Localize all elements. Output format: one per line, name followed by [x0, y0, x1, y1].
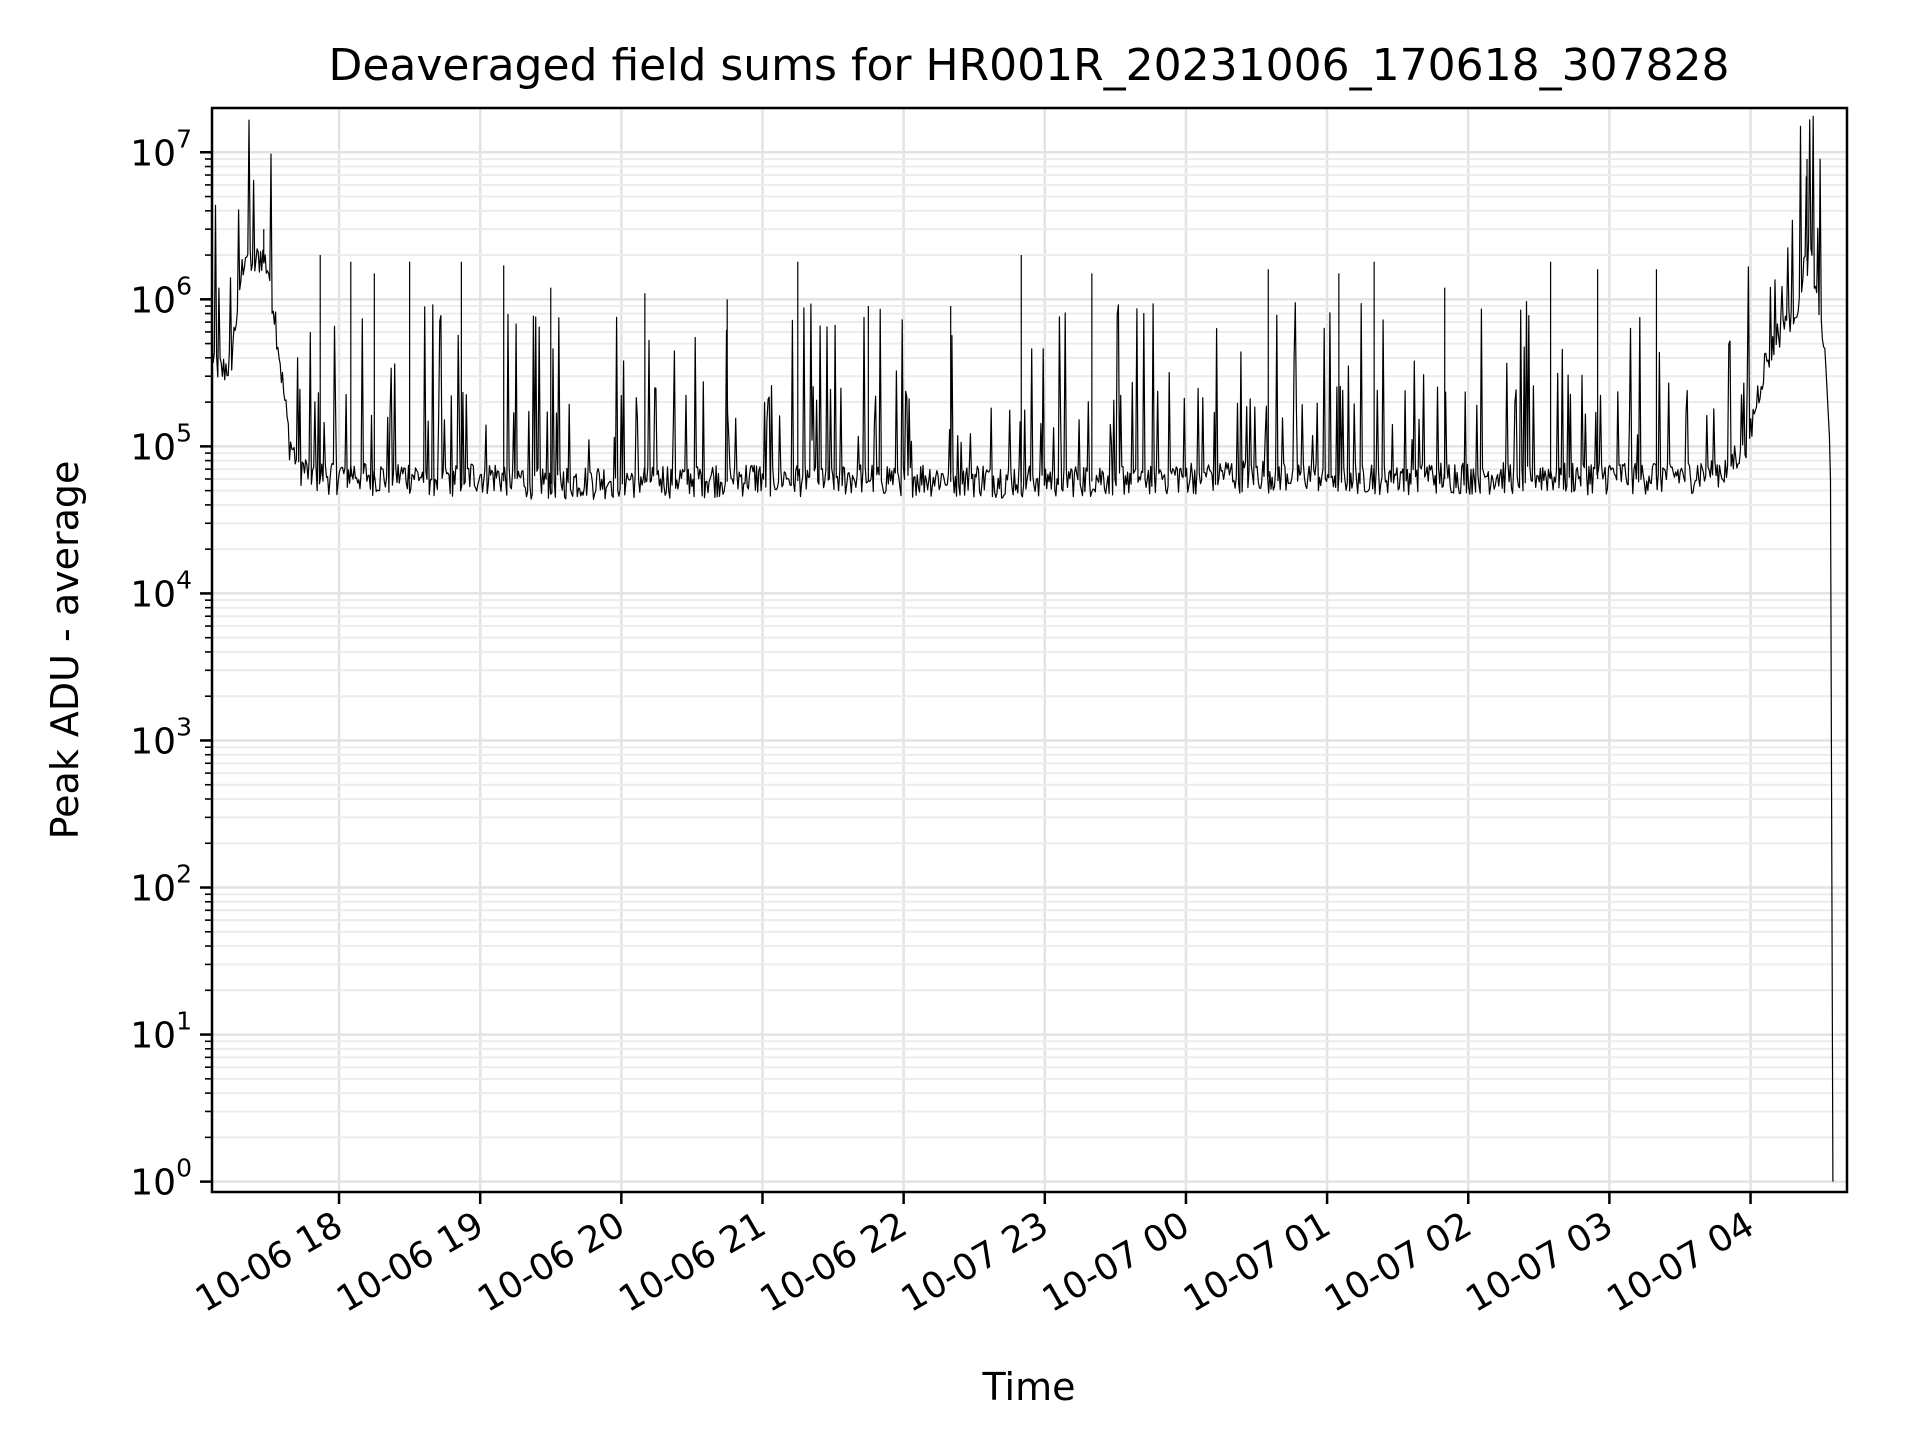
y-axis-label: Peak ADU - average	[43, 461, 87, 840]
x-tick-label: 10-07 02	[1318, 1204, 1479, 1320]
x-tick-label: 10-06 21	[612, 1204, 773, 1320]
x-tick-label: 10-06 19	[330, 1204, 491, 1320]
y-tick-label: 100	[130, 1154, 192, 1204]
x-tick-label: 10-06 20	[471, 1204, 632, 1320]
plot-frame	[210, 106, 1849, 1194]
series-line	[211, 115, 1834, 1182]
series-layer	[211, 115, 1834, 1182]
x-tick-label: 10-07 04	[1600, 1204, 1761, 1320]
x-tick-label: 10-07 01	[1177, 1204, 1338, 1320]
y-tick-label: 107	[130, 124, 192, 174]
grid	[212, 108, 1847, 1192]
chart-title: Deaveraged field sums for HR001R_2023100…	[328, 40, 1729, 91]
y-tick-label: 102	[130, 860, 192, 910]
x-tick-label: 10-06 22	[753, 1204, 914, 1320]
y-tick-label: 105	[130, 418, 192, 468]
y-tick-label: 101	[130, 1007, 192, 1057]
x-tick-label: 10-07 00	[1036, 1204, 1197, 1320]
y-tick-label: 104	[130, 565, 192, 615]
y-tick-label: 106	[130, 271, 192, 321]
x-axis-label: Time	[982, 1365, 1076, 1409]
x-tick-label: 10-06 18	[189, 1204, 350, 1320]
x-tick-label: 10-07 03	[1459, 1204, 1620, 1320]
y-tick-label: 103	[130, 712, 192, 762]
x-tick-label: 10-07 23	[895, 1204, 1056, 1320]
